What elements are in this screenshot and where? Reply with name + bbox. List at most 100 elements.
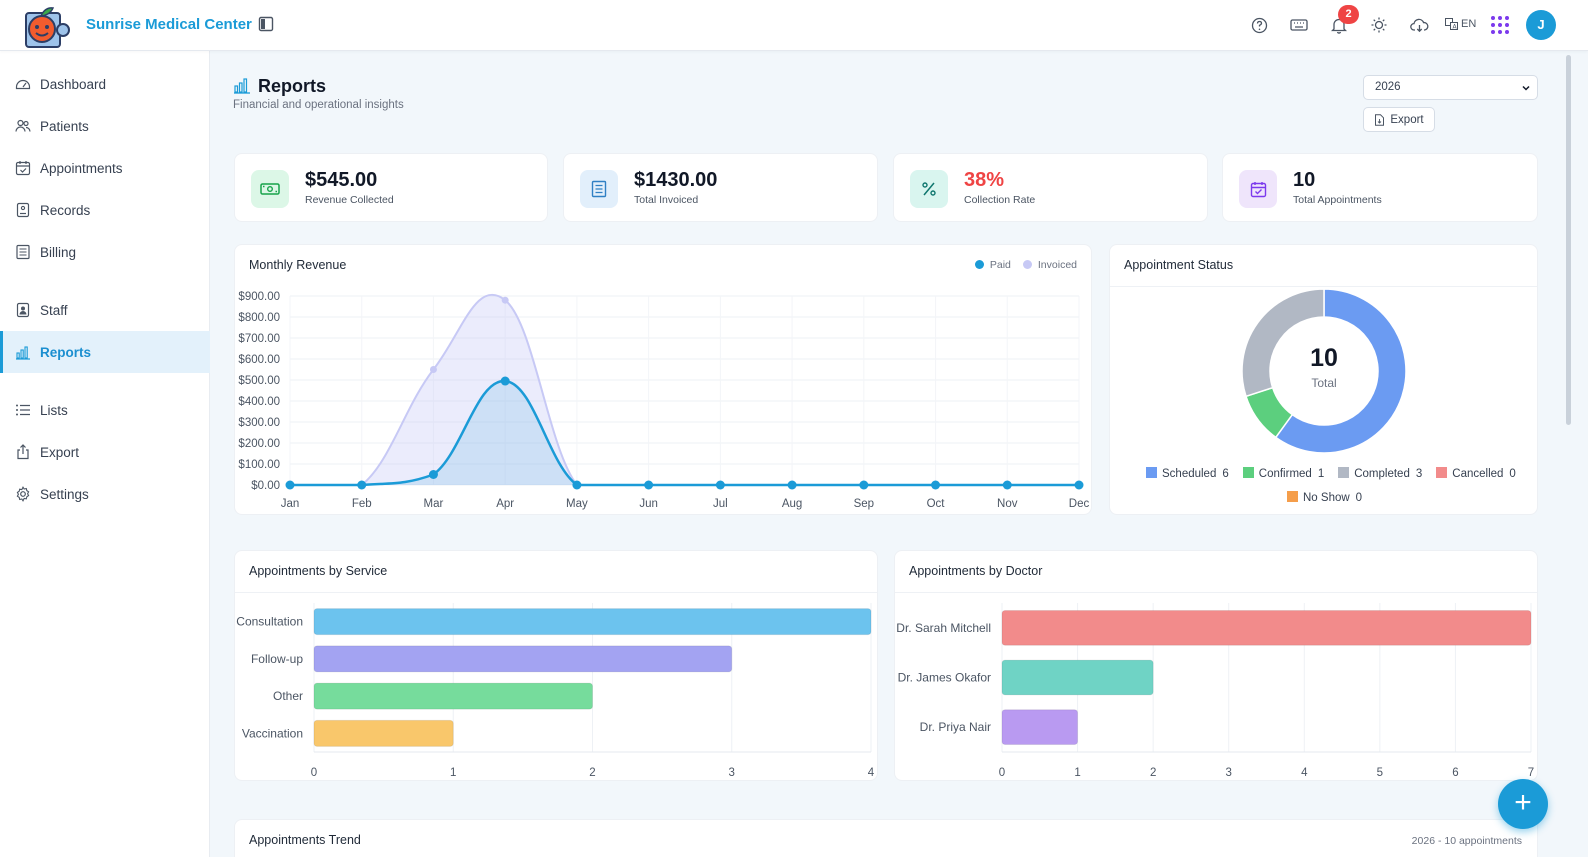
- sidebar-item-export[interactable]: Export: [0, 431, 210, 473]
- translate-icon: A: [1445, 18, 1458, 30]
- paid-point: [1074, 480, 1084, 490]
- service-bar-chart: 0 1 2 3 4 Consultation Follow-up Other Vaccinati…: [236, 603, 875, 779]
- sidebar-item-settings[interactable]: Settings: [0, 473, 210, 515]
- y-tick-label: $0.00: [251, 480, 280, 492]
- x-tick-label: Jun: [639, 498, 658, 510]
- y-tick-label: $100.00: [238, 459, 280, 471]
- logo-icon[interactable]: [22, 3, 74, 49]
- export-button[interactable]: Export: [1363, 107, 1435, 132]
- legend-item-cancelled[interactable]: Cancelled 0: [1436, 467, 1516, 480]
- bar-other: [313, 682, 593, 710]
- bar-dr-james-okafor: [1001, 659, 1154, 696]
- donut-center-label: Total: [1311, 376, 1337, 390]
- bar-vaccination: [313, 719, 454, 747]
- brand-name[interactable]: Sunrise Medical Center: [86, 16, 252, 33]
- x-tick-label: 5: [1377, 767, 1383, 779]
- status-legend-row-2: No Show 0: [1287, 491, 1362, 504]
- language-switcher[interactable]: A EN: [1445, 18, 1476, 30]
- card-title: Monthly Revenue: [249, 258, 347, 272]
- x-tick-label: Jul: [713, 498, 728, 510]
- x-tick-label: 6: [1452, 767, 1458, 779]
- x-tick-label: 2: [589, 767, 595, 779]
- x-tick-label: 1: [450, 767, 456, 779]
- invoiced-area: [290, 294, 1079, 485]
- sidebar-item-staff[interactable]: Staff: [0, 289, 210, 331]
- kpi-value: 10: [1293, 169, 1316, 191]
- card-divider: [235, 592, 877, 593]
- user-avatar[interactable]: J: [1526, 10, 1556, 40]
- legend-item-no-show[interactable]: No Show 0: [1287, 491, 1362, 504]
- apps-grid-icon[interactable]: [1490, 15, 1510, 35]
- y-tick-label: $400.00: [238, 396, 280, 408]
- gear-icon: [16, 486, 30, 502]
- keyboard-icon[interactable]: [1289, 15, 1309, 35]
- card-title: Appointments by Doctor: [909, 564, 1043, 578]
- sidebar-item-appointments[interactable]: Appointments: [0, 147, 210, 189]
- x-tick-label: Aug: [782, 498, 802, 510]
- sidebar-item-label: Billing: [40, 244, 77, 260]
- sidebar-item-patients[interactable]: Patients: [0, 105, 210, 147]
- x-tick-label: Apr: [496, 498, 514, 510]
- sidebar-item-billing[interactable]: Billing: [0, 231, 210, 273]
- paid-area: [290, 381, 1079, 485]
- sun-icon[interactable]: [1369, 15, 1389, 35]
- appointment-status-card: Appointment Status 10 Total Scheduled 6 C…: [1109, 244, 1538, 515]
- legend-item-scheduled[interactable]: Scheduled 6: [1146, 467, 1229, 480]
- x-tick-label: May: [566, 498, 588, 510]
- cash-icon: [251, 170, 289, 208]
- list-icon: [16, 404, 30, 416]
- invoiced-point: [429, 366, 437, 373]
- kpi-label: Total Invoiced: [634, 194, 699, 206]
- y-tick-label: $700.00: [238, 333, 280, 345]
- legend-item-completed[interactable]: Completed 3: [1338, 467, 1422, 480]
- sidebar: Dashboard Patients Appointments Records …: [0, 51, 210, 857]
- y-tick-label: $800.00: [238, 312, 280, 324]
- kpi-value: 38%: [964, 169, 1005, 191]
- help-icon[interactable]: [1249, 15, 1269, 35]
- sidebar-item-reports[interactable]: Reports: [0, 331, 210, 373]
- kpi-card-collection-rate: 38% Collection Rate: [893, 153, 1208, 222]
- page-subtitle: Financial and operational insights: [233, 99, 404, 111]
- y-tick-label: $900.00: [238, 291, 280, 303]
- legend-item-paid[interactable]: Paid: [974, 259, 1011, 271]
- paid-point: [572, 480, 582, 490]
- legend-item-invoiced[interactable]: Invoiced: [1022, 259, 1077, 271]
- calendar-check-icon: [1239, 170, 1277, 208]
- invoice-icon: [580, 170, 618, 208]
- billing-icon: [16, 244, 30, 260]
- invoiced-point: [501, 296, 509, 304]
- kpi-value: $1430.00: [634, 169, 718, 191]
- year-select[interactable]: 2026: [1363, 75, 1538, 100]
- sidebar-item-label: Settings: [40, 486, 89, 502]
- kpi-label: Total Appointments: [1293, 194, 1382, 206]
- trend-meta: 2026 - 10 appointments: [1411, 835, 1522, 847]
- sidebar-item-lists[interactable]: Lists: [0, 389, 210, 431]
- sidebar-item-records[interactable]: Records: [0, 189, 210, 231]
- bar-dr-sarah-mitchell: [1001, 609, 1532, 646]
- export-button-label: Export: [1390, 113, 1424, 126]
- kpi-label: Revenue Collected: [305, 194, 394, 206]
- sidebar-item-label: Records: [40, 202, 91, 218]
- appointments-by-service-card: Appointments by Service 0 1 2 3 4 Consultatio…: [234, 550, 878, 781]
- scrollbar-thumb[interactable]: [1566, 55, 1571, 425]
- cloud-download-icon[interactable]: [1409, 15, 1429, 35]
- percent-icon: [910, 170, 948, 208]
- x-tick-label: Sep: [854, 498, 874, 510]
- sidebar-item-label: Staff: [40, 302, 68, 318]
- notification-badge: 2: [1338, 5, 1359, 24]
- sidebar-toggle-icon[interactable]: [258, 16, 274, 32]
- add-button[interactable]: +: [1498, 779, 1548, 829]
- y-tick-label: $300.00: [238, 417, 280, 429]
- card-divider: [1110, 286, 1537, 287]
- y-category-label: Dr. James Okafor: [898, 671, 991, 685]
- paid-point: [644, 480, 654, 490]
- x-tick-label: 0: [999, 767, 1005, 779]
- x-tick-label: Feb: [352, 498, 372, 510]
- sidebar-item-dashboard[interactable]: Dashboard: [0, 63, 210, 105]
- legend-item-confirmed[interactable]: Confirmed 1: [1242, 467, 1324, 480]
- top-bar: Sunrise Medical Center 2 A EN J: [0, 0, 1588, 51]
- x-tick-label: Mar: [424, 498, 444, 510]
- paid-point: [787, 480, 797, 490]
- x-tick-label: 2: [1150, 767, 1156, 779]
- sidebar-item-label: Appointments: [40, 160, 123, 176]
